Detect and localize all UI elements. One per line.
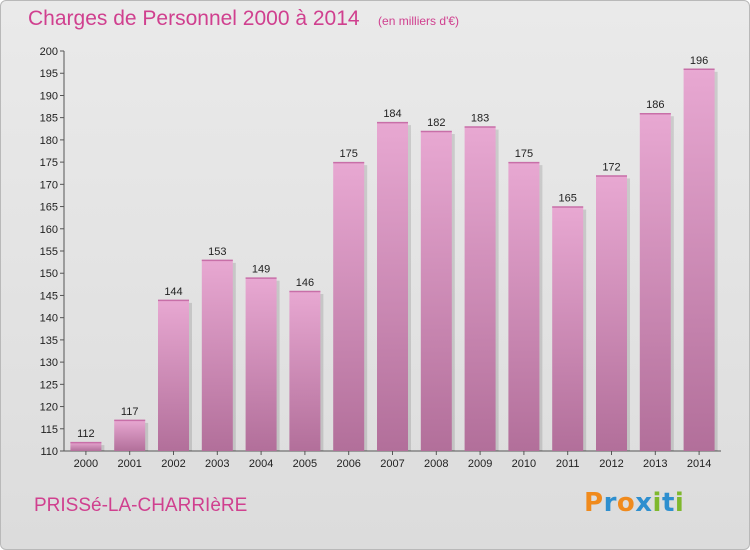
bar-value-label: 183 [471,113,489,125]
logo-letter: i [652,488,662,518]
bar-value-label: 184 [383,108,401,120]
proxiti-logo: Proxiti [584,488,684,518]
chart-subtitle: (en milliers d'€) [378,14,460,28]
y-tick-label: 110 [40,446,58,458]
bar [201,259,233,451]
y-tick-label: 180 [40,135,58,147]
y-tick-label: 135 [40,335,58,347]
y-tick-label: 190 [40,90,58,102]
bar-value-label: 117 [121,406,139,418]
bar [420,131,452,451]
y-tick-label: 195 [40,68,58,80]
y-tick-label: 155 [40,246,58,258]
bar-value-label: 146 [296,277,314,289]
y-tick-label: 160 [40,224,58,236]
y-tick-label: 130 [40,357,58,369]
y-tick-label: 145 [40,290,58,302]
y-tick-label: 125 [40,379,58,391]
bar [158,299,189,451]
logo-letter: x [635,488,653,518]
bar [639,113,671,451]
bar-value-label: 165 [559,193,577,205]
y-tick-label: 170 [40,179,58,191]
x-tick-label: 2011 [556,458,580,470]
x-tick-label: 2012 [599,458,623,470]
x-tick-label: 2006 [336,458,360,470]
y-tick-label: 115 [40,424,58,436]
x-tick-label: 2001 [117,458,141,470]
bar-value-label: 175 [515,148,533,160]
x-tick-label: 2010 [512,458,536,470]
bar-value-label: 196 [690,55,708,67]
bar [683,68,715,452]
y-tick-label: 165 [40,202,58,214]
chart-bars [70,68,718,452]
chart-title: Charges de Personnel 2000 à 2014 [28,7,360,30]
y-tick-label: 150 [40,268,58,280]
bar-value-label: 186 [646,99,664,111]
logo-letter: t [661,488,675,518]
x-tick-label: 2000 [74,458,98,470]
bar [464,126,496,452]
y-tick-label: 120 [40,402,58,414]
logo-letter: i [674,488,685,518]
bar [114,419,146,451]
x-tick-label: 2009 [468,458,492,470]
x-tick-label: 2008 [424,458,448,470]
y-tick-label: 140 [40,313,58,325]
bar [377,122,408,451]
bar [70,442,102,451]
bar-value-label: 144 [164,286,182,298]
commune-name: PRISSé-LA-CHARRIèRE [34,495,248,516]
chart-title-block: Charges de Personnel 2000 à 2014 (en mil… [28,7,459,31]
bar [245,277,277,451]
bar-value-label: 172 [602,161,620,173]
x-tick-label: 2002 [161,458,185,470]
logo-letter: P [584,488,604,518]
bar-value-label: 149 [252,264,270,276]
x-tick-label: 2007 [380,458,404,470]
bar [508,162,540,451]
x-tick-label: 2013 [643,458,667,470]
y-tick-label: 175 [40,157,58,169]
bar [596,175,627,451]
bar-value-label: 112 [77,428,95,440]
x-tick-label: 2004 [249,458,273,470]
x-tick-label: 2005 [293,458,317,470]
bar [552,206,584,451]
bar [333,162,365,451]
y-tick-label: 200 [40,46,58,58]
bar-value-label: 153 [208,246,226,258]
logo-letter: o [616,488,636,518]
logo-letter: r [603,488,617,518]
y-tick-label: 185 [40,113,58,125]
x-tick-label: 2014 [687,458,711,470]
x-tick-label: 2003 [205,458,229,470]
bar-value-label: 182 [427,117,445,129]
bar-value-label: 175 [340,148,358,160]
bar [289,291,321,451]
chart-labels: 112 117 144 153 149 146 175 184 182 183 175 165 172 1… [77,55,708,440]
